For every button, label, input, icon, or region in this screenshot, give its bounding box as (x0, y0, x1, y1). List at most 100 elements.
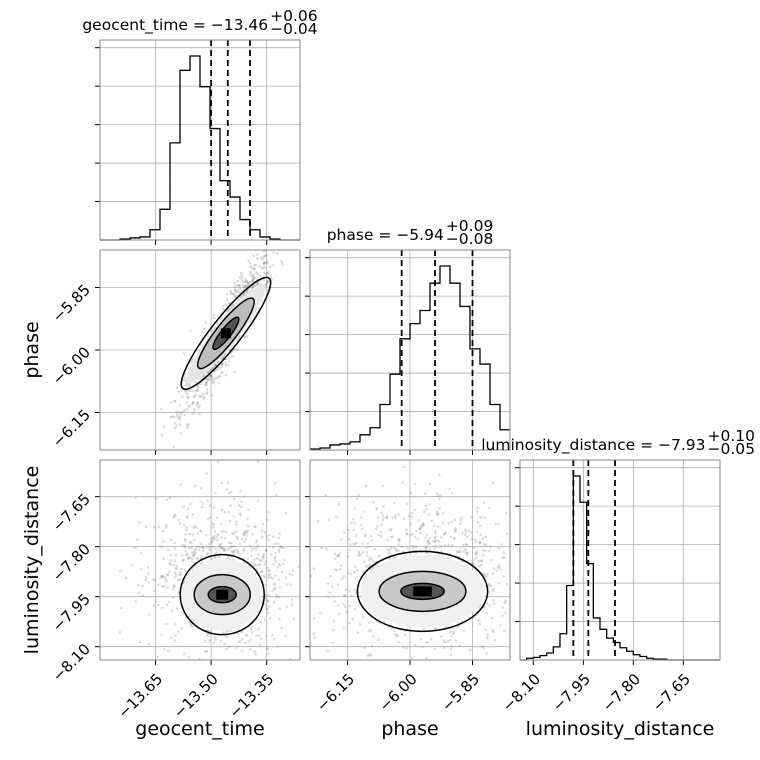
scatter-point (306, 630, 309, 633)
scatter-point (251, 533, 254, 536)
scatter-point (187, 395, 190, 399)
scatter-point (253, 563, 256, 566)
scatter-point (447, 521, 451, 525)
scatter-point (312, 617, 316, 620)
scatter-point (183, 376, 187, 379)
contour-line (207, 585, 237, 604)
scatter-point (357, 550, 361, 553)
scatter-point (292, 617, 296, 621)
scatter-point (253, 650, 256, 653)
scatter-point (442, 532, 446, 536)
scatter-point (433, 535, 437, 539)
scatter-point (364, 484, 368, 488)
scatter-point (177, 630, 180, 633)
scatter-point (275, 593, 278, 597)
scatter-point (337, 554, 341, 557)
scatter-point (402, 517, 406, 520)
scatter-point (177, 390, 181, 393)
scatter-point (486, 572, 490, 576)
scatter-point (321, 665, 324, 668)
scatter-point (236, 537, 239, 540)
scatter-point (486, 633, 489, 637)
scatter-point (450, 644, 454, 648)
scatter-point (360, 542, 364, 545)
scatter-point (212, 641, 216, 644)
scatter-point (353, 521, 357, 525)
scatter-point (232, 550, 235, 554)
scatter-point (266, 600, 270, 603)
scatter-point (394, 548, 398, 551)
scatter-point (216, 376, 219, 379)
scatter-point (136, 583, 140, 586)
panel-frame (99, 249, 301, 451)
scatter-point (269, 274, 272, 278)
scatter-point (221, 547, 225, 551)
scatter-point (200, 668, 203, 671)
scatter-point (320, 546, 323, 549)
scatter-point (263, 618, 267, 621)
scatter-point (267, 569, 271, 573)
scatter-point (223, 642, 226, 645)
x-tick-label: −6.15 (313, 670, 358, 715)
scatter-point (439, 536, 443, 539)
scatter-point (185, 528, 188, 532)
scatter-point (490, 584, 493, 588)
scatter-point (421, 523, 425, 527)
scatter-point (387, 551, 391, 554)
title-upper-error: +0.10 (708, 427, 756, 445)
scatter-point (166, 574, 169, 577)
scatter-point (170, 609, 174, 612)
scatter-point (168, 563, 172, 566)
scatter-point (136, 538, 139, 541)
scatter-point (278, 618, 281, 621)
scatter-point (185, 408, 189, 411)
scatter-point (219, 522, 223, 526)
scatter-point (195, 390, 198, 393)
scatter-point (189, 667, 192, 670)
scatter-point (491, 589, 495, 592)
scatter-point (249, 265, 252, 268)
scatter-point (276, 645, 280, 648)
scatter-point (258, 634, 261, 638)
scatter-point (332, 629, 335, 632)
scatter-point (238, 542, 242, 546)
scatter-point (134, 496, 137, 500)
scatter-point (201, 549, 205, 553)
scatter-point (190, 624, 194, 628)
scatter-point (173, 426, 176, 430)
title-value: geocent_time = −13.46 (82, 16, 268, 35)
scatter-point (203, 395, 206, 399)
scatter-point (473, 558, 476, 561)
scatter-point (245, 531, 249, 534)
scatter-point (235, 646, 239, 649)
scatter-point (186, 514, 189, 518)
scatter-point (410, 511, 414, 515)
scatter-point (167, 600, 171, 604)
scatter-point (336, 554, 339, 558)
scatter-point (478, 541, 482, 545)
scatter-point (425, 656, 428, 660)
scatter-point (463, 533, 467, 537)
scatter-point (185, 526, 188, 529)
scatter-point (324, 493, 328, 497)
scatter-point (255, 270, 258, 274)
scatter-point (249, 648, 253, 651)
scatter-point (491, 629, 495, 632)
scatter-point (273, 587, 276, 591)
scatter-point (490, 616, 494, 620)
scatter-point (178, 521, 182, 525)
scatter-point (194, 547, 197, 551)
scatter-point (478, 516, 482, 519)
scatter-point (185, 392, 189, 396)
scatter-point (370, 653, 373, 657)
scatter-point (369, 534, 373, 538)
scatter-point (275, 494, 278, 497)
scatter-point (214, 363, 218, 367)
scatter-point (284, 576, 288, 579)
scatter-point (486, 636, 490, 640)
scatter-point (174, 553, 177, 557)
scatter-point (397, 538, 400, 542)
scatter-point (212, 377, 215, 381)
scatter-point (464, 530, 468, 533)
scatter-point (263, 531, 267, 534)
